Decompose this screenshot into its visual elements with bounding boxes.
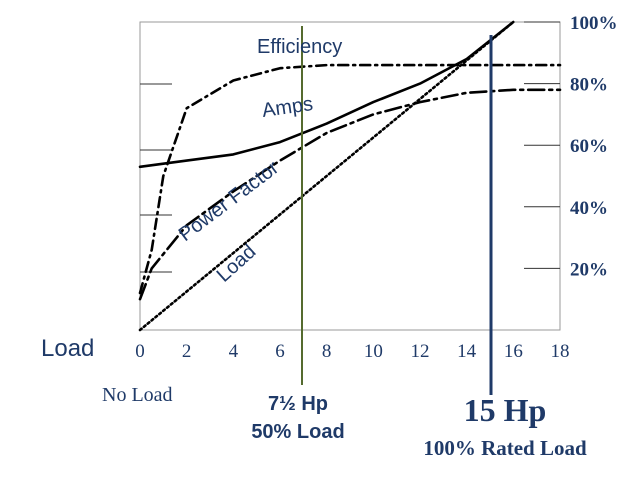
reference-label-100pct-load: 100% Rated Load — [423, 436, 587, 460]
reference-label-50pct-load: 50% Load — [251, 421, 344, 443]
reference-label-100pct-hp: 15 Hp — [464, 392, 547, 428]
x-tick-label: 8 — [322, 341, 332, 362]
plot-border — [139, 21, 561, 331]
series-label-efficiency: Efficiency — [257, 36, 342, 58]
x-tick-label: 12 — [411, 341, 430, 362]
x-tick-label: 18 — [551, 341, 570, 362]
series-line-efficiency — [138, 63, 562, 295]
x-tick-label: 10 — [364, 341, 383, 362]
y-tick-label: 40% — [570, 198, 608, 219]
x-tick-label: 6 — [275, 341, 285, 362]
x-axis-label: Load — [41, 335, 94, 362]
reference-label-50pct-hp: 7½ Hp — [268, 393, 328, 415]
x-tick-label: 16 — [504, 341, 523, 362]
y-tick-label: 60% — [570, 136, 608, 157]
x-tick-label: 0 — [135, 341, 145, 362]
y-tick-label: 80% — [570, 75, 608, 96]
y-tick-label: 100% — [570, 13, 618, 34]
x-tick-label: 4 — [229, 341, 239, 362]
series-line-load — [138, 20, 515, 332]
series-line-power-factor — [138, 88, 562, 301]
y-tick-label: 20% — [570, 259, 608, 280]
x-tick-label: 14 — [457, 341, 477, 362]
no-load-label: No Load — [102, 384, 173, 406]
x-tick-label: 2 — [182, 341, 192, 362]
